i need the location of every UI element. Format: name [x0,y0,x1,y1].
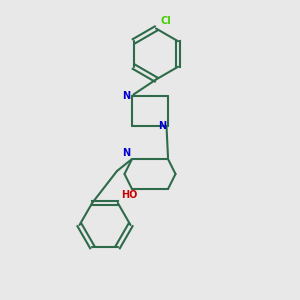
Text: N: N [122,148,130,158]
Text: Cl: Cl [160,16,171,26]
Text: N: N [158,121,166,131]
Text: HO: HO [121,190,137,200]
Text: N: N [122,91,130,101]
